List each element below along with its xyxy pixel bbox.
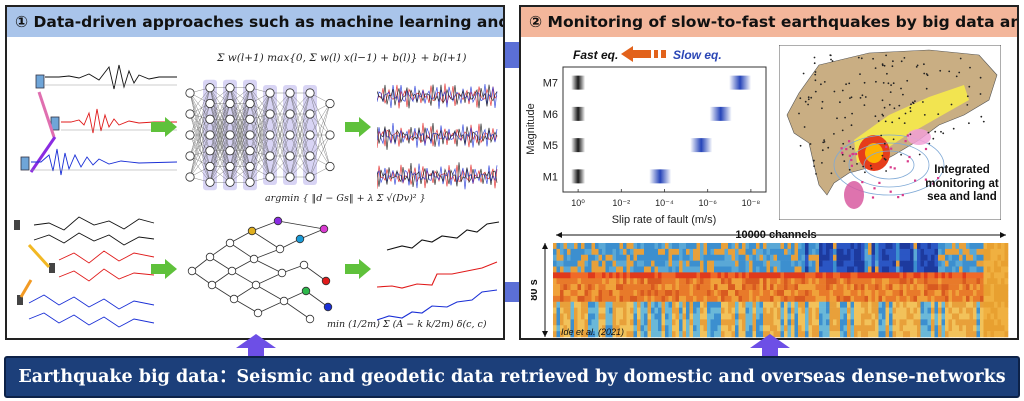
das-image xyxy=(553,243,1009,338)
green-arrow-icon xyxy=(345,117,371,137)
panel-connector xyxy=(505,282,519,302)
up-arrow-icon xyxy=(750,334,790,364)
right-panel: ② Monitoring of slow-to-fast earthquakes… xyxy=(519,5,1019,340)
green-arrow-icon xyxy=(151,259,177,279)
x-tick-label: 10⁻⁸ xyxy=(742,198,761,208)
left-panel-body: Σ w(l+1) max{0, Σ w(l) x(l−1) + b(l)} + … xyxy=(7,37,503,338)
map-label-line-1: Integrated xyxy=(934,164,990,176)
station-sensors xyxy=(14,220,55,305)
neural-network-layers xyxy=(185,79,335,191)
slow-eq-point xyxy=(729,75,752,90)
fast-eq-point xyxy=(571,138,586,153)
graph-nodes-edges xyxy=(187,216,333,324)
left-panel-title: ① Data-driven approaches such as machine… xyxy=(7,7,503,37)
fast-eq-point xyxy=(571,169,586,184)
green-arrow-icon xyxy=(151,117,177,137)
black-waveform xyxy=(45,64,177,90)
x-tick-label: 10⁻⁶ xyxy=(698,198,717,208)
bottom-banner: Earthquake big data：Seismic and geodetic… xyxy=(4,356,1020,398)
map-label: Integrated monitoring at sea and land xyxy=(921,164,1003,205)
left-panel: ① Data-driven approaches such as machine… xyxy=(5,5,505,340)
chart-marks xyxy=(571,75,752,184)
x-tick-label: 10⁻² xyxy=(612,198,630,208)
x-tick-label: 10⁻⁴ xyxy=(655,198,674,208)
inversion-equation: argmin { ‖d − Gs‖ + λ Σ √(Dv)² } xyxy=(265,193,426,204)
red-waveform xyxy=(61,108,177,134)
direction-arrow-icon xyxy=(621,46,666,62)
slow-eq-point xyxy=(649,169,672,184)
y-tick-label: M7 xyxy=(543,78,558,90)
ray-paths xyxy=(29,91,57,173)
neural-update-equation: Σ w(l+1) max{0, Σ w(l) x(l−1) + b(l)} + … xyxy=(217,52,467,64)
up-arrow-icon xyxy=(236,334,276,364)
x-tick-labels: 10⁰ 10⁻² 10⁻⁴ 10⁻⁶ 10⁻⁸ xyxy=(571,189,760,208)
slow-eq-label: Slow eq. xyxy=(673,48,722,62)
map-label-line-2: monitoring at xyxy=(925,177,999,190)
blue-contours xyxy=(833,134,945,196)
modularity-equation: min (1/2m) Σ (A − k k/2m) δ(c, c) xyxy=(327,319,487,330)
station-sensors xyxy=(20,74,60,171)
panel-connector xyxy=(505,42,519,68)
das-spectrogram: 10000 channels 80 s Ide et al. (2021) xyxy=(531,229,1009,338)
y-tick-label: M1 xyxy=(543,171,558,183)
right-panel-title: ② Monitoring of slow-to-fast earthquakes… xyxy=(521,7,1017,37)
japan-monitoring-map xyxy=(779,45,1001,220)
y-axis-label: Magnitude xyxy=(525,103,537,154)
geodetic-time-series xyxy=(14,216,155,328)
x-tick-label: 10⁰ xyxy=(571,198,585,208)
network-graph-diagram xyxy=(187,216,333,324)
das-credit: Ide et al. (2021) xyxy=(561,327,624,337)
y-tick-label: M5 xyxy=(543,140,558,152)
x-axis-label: Slip rate of fault (m/s) xyxy=(612,214,717,226)
step-time-series xyxy=(377,221,500,321)
fast-eq-label: Fast eq. xyxy=(573,48,618,62)
y-tick-label: M6 xyxy=(543,109,558,121)
slow-eq-point xyxy=(709,106,732,121)
green-arrow-icon xyxy=(345,259,371,279)
map-label-line-3: sea and land xyxy=(927,191,997,203)
right-panel-body: Fast eq. Slow eq. M1 M5 M6 M7 10⁰ 10⁻² 10⁻⁴ 10… xyxy=(521,37,1017,338)
seismogram-waveforms xyxy=(20,64,178,176)
station-dots xyxy=(798,54,985,199)
slow-eq-point xyxy=(690,138,713,153)
das-x-label: 10000 channels xyxy=(735,229,816,241)
blue-waveform xyxy=(31,148,178,176)
denoised-traces xyxy=(377,83,498,190)
y-tick-labels: M1 M5 M6 M7 xyxy=(543,78,558,184)
fast-eq-point xyxy=(571,75,586,90)
pink-slow-slip xyxy=(907,129,931,145)
das-y-label: 80 s xyxy=(531,279,540,300)
fast-eq-point xyxy=(571,106,586,121)
dense-trace-rows xyxy=(377,83,498,190)
neural-network-diagram xyxy=(185,79,335,191)
